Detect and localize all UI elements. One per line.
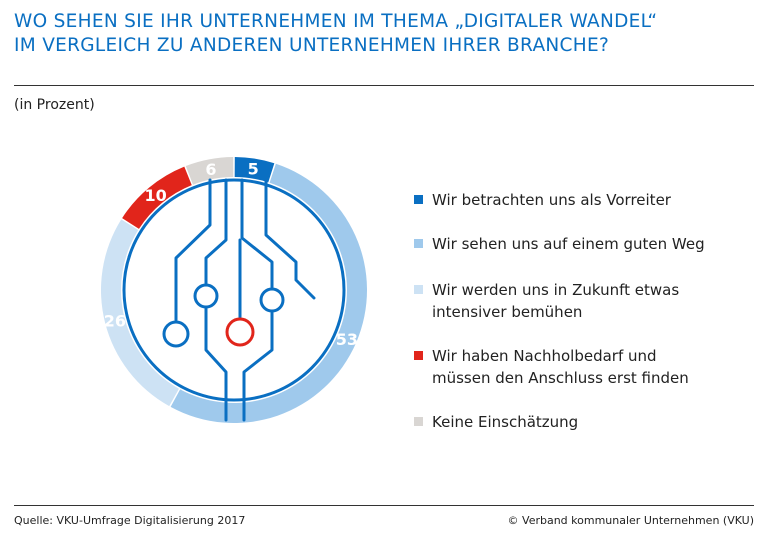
legend-swatch-2 [414,285,423,294]
circuit-node-1 [193,283,219,309]
circuit-ring [122,178,346,402]
legend-swatch-3 [414,351,423,360]
slice-value-label-3: 10 [144,186,166,205]
top-divider [14,85,754,86]
legend-swatch-1 [414,239,423,248]
donut-slices [101,157,368,423]
legend-swatch-0 [414,195,423,204]
chart-title-line-2: IM VERGLEICH ZU ANDEREN UNTERNEHMEN IHRE… [14,35,610,56]
donut-slice-1 [170,163,368,423]
circuit-node-highlight [225,317,255,347]
donut-slice-4 [185,157,234,185]
circuit-trace-2 [240,178,274,292]
legend-item-1: Wir sehen uns auf einem guten Weg [414,233,770,255]
legend-label-2: Wir werden uns in Zukunft etwas intensiv… [432,281,680,321]
copyright-note: © Verband kommunaler Unternehmen (VKU) [507,514,754,527]
unit-label: (in Prozent) [14,97,95,113]
legend-item-2: Wir werden uns in Zukunft etwas intensiv… [414,279,770,323]
slice-value-label-0: 5 [248,160,259,179]
slice-value-labels: 5 53 26 10 6 [104,160,358,349]
donut-slice-0 [234,157,275,183]
circuit-node-2 [259,287,285,313]
legend-label-1: Wir sehen uns auf einem guten Weg [432,235,705,253]
chart-title-line-1: WO SEHEN SIE IHR UNTERNEHMEN IM THEMA „D… [14,11,658,32]
circuit-trace-5 [242,310,274,422]
bottom-divider [14,505,754,506]
circuit-trace-0 [174,178,212,322]
chart-title: WO SEHEN SIE IHR UNTERNEHMEN IM THEMA „D… [14,10,754,58]
circuit-icon [122,178,346,422]
legend-label-4: Keine Einschätzung [432,413,579,431]
circuit-trace-3 [264,178,316,300]
legend-item-3: Wir haben Nachholbedarf und müssen den A… [414,345,770,389]
slice-value-label-2: 26 [104,312,126,331]
legend-label-3: Wir haben Nachholbedarf und müssen den A… [432,347,689,387]
circuit-trace-1 [204,178,228,287]
circuit-node-0 [162,320,190,348]
donut-slice-3 [122,166,192,229]
circuit-trace-4 [204,305,228,422]
legend-label-0: Wir betrachten uns als Vorreiter [432,191,671,209]
donut-slice-2 [101,219,179,407]
legend-item-0: Wir betrachten uns als Vorreiter [414,189,770,211]
slice-value-label-4: 6 [205,160,216,179]
source-note: Quelle: VKU-Umfrage Digitalisierung 2017 [14,514,246,527]
legend-swatch-4 [414,417,423,426]
slice-value-label-1: 53 [336,330,358,349]
legend-item-4: Keine Einschätzung [414,411,770,433]
